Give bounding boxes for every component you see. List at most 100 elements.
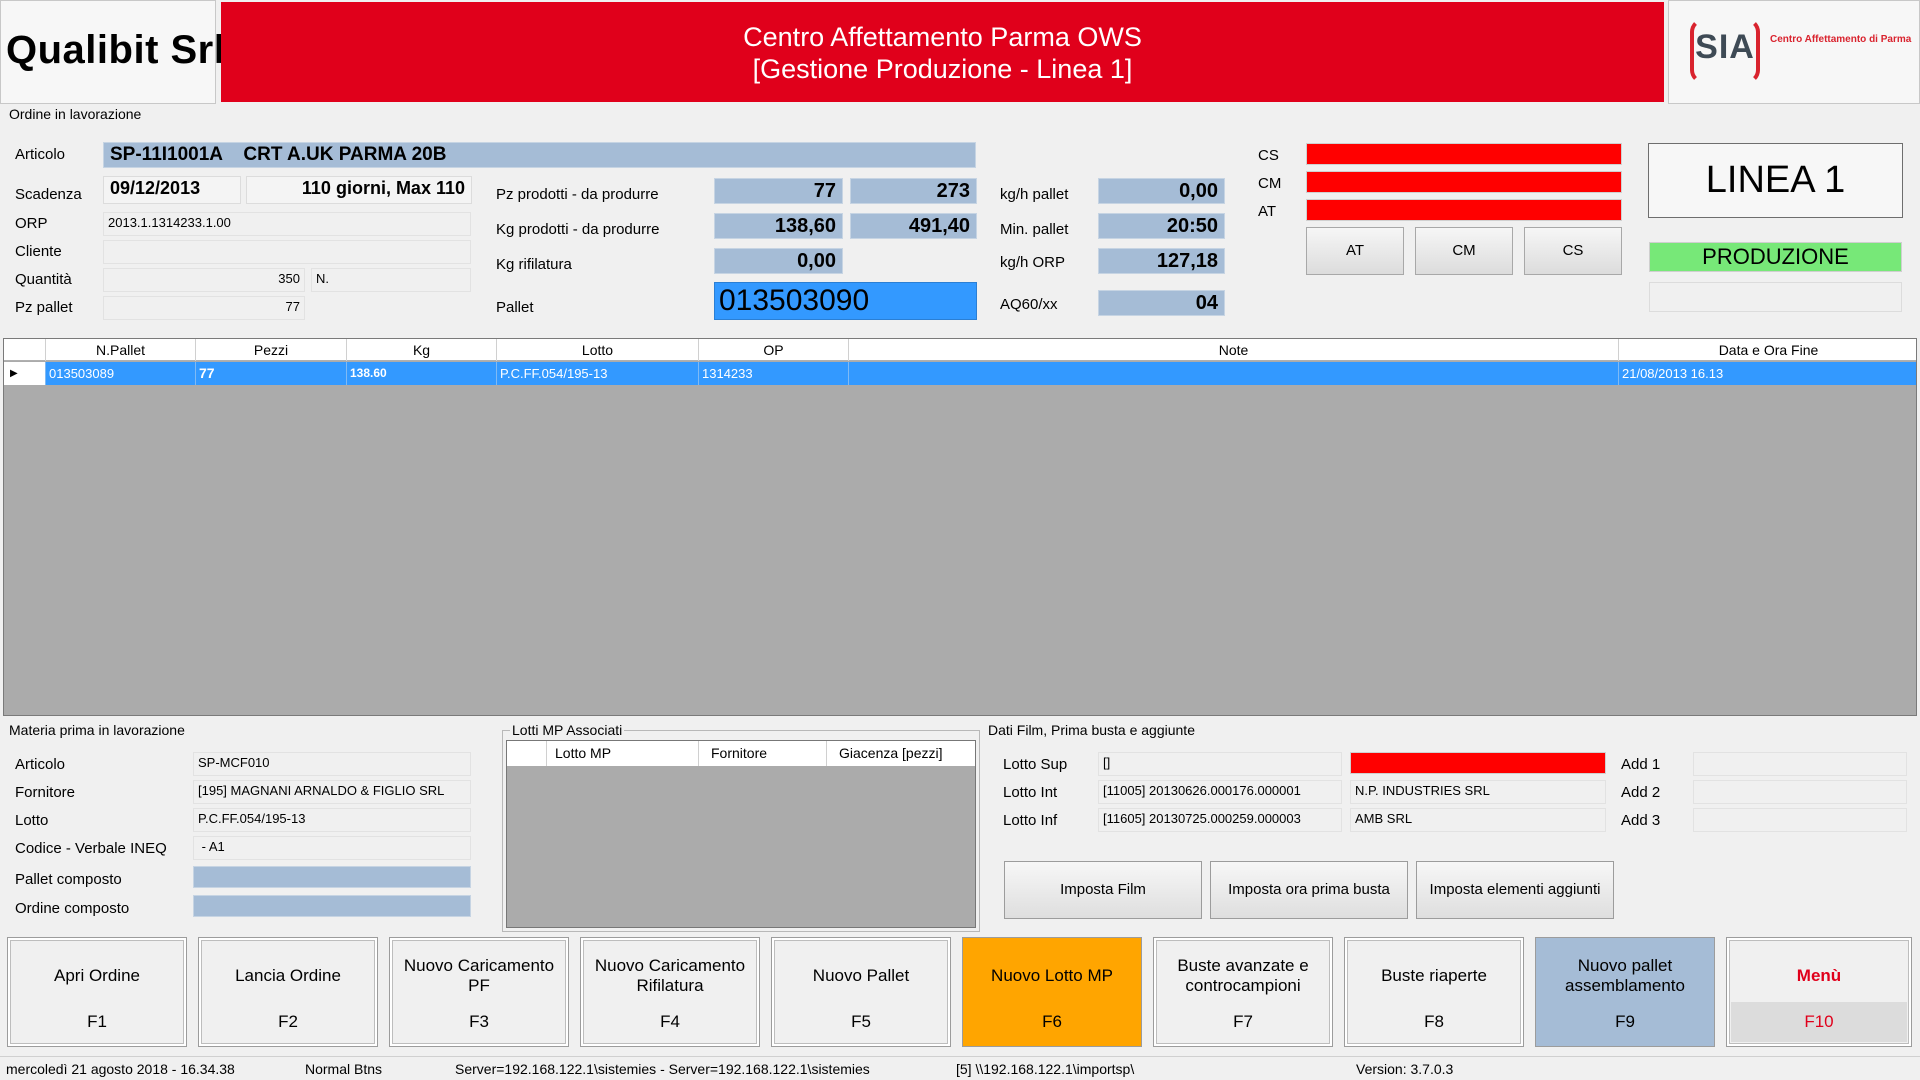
at-alarm-label: AT — [1258, 203, 1277, 220]
banner-title: Centro Affettamento Parma OWS — [743, 22, 1142, 52]
lotti-mp-title: Lotti MP Associati — [510, 722, 625, 738]
nuovo-pallet-assemblamento-f9-button[interactable]: Nuovo pallet assemblamento F9 — [1535, 937, 1715, 1047]
pz-prodotti-field: 77 — [714, 178, 843, 204]
cs-button[interactable]: CS — [1524, 227, 1622, 275]
imposta-ora-prima-busta-button[interactable]: Imposta ora prima busta — [1210, 861, 1408, 919]
col-data-fine[interactable]: Data e Ora Fine — [1718, 342, 1819, 358]
add2-field[interactable] — [1693, 780, 1907, 804]
col-op[interactable]: OP — [699, 339, 849, 361]
pzpallet-label: Pz pallet — [15, 299, 73, 316]
materia-fornitore-field[interactable]: [195] MAGNANI ARNALDO & FIGLIO SRL — [193, 780, 471, 804]
add1-field[interactable] — [1693, 752, 1907, 776]
lotto-int-field[interactable]: [11005] 20130626.000176.000001 — [1098, 780, 1342, 804]
col-kg[interactable]: Kg — [347, 339, 497, 361]
articolo-field[interactable]: SP-11I1001A CRT A.UK PARMA 20B — [103, 142, 976, 168]
nuovo-pallet-f5-button[interactable]: Nuovo Pallet F5 — [771, 937, 951, 1047]
pallet-number-field: 013503090 — [714, 282, 977, 320]
lotto-inf-supplier: AMB SRL — [1350, 808, 1606, 832]
nuovo-lotto-mp-f6-button[interactable]: Nuovo Lotto MP F6 — [962, 937, 1142, 1047]
pallet-grid-header: N.Pallet Pezzi Kg Lotto OP Note Data e O… — [4, 339, 1916, 361]
sia-logo-panel — [1668, 0, 1920, 104]
materia-lotto-field[interactable]: P.C.FF.054/195-13 — [193, 808, 471, 832]
fkey-shortcut: F1 — [87, 1012, 107, 1031]
pallet-grid[interactable]: N.Pallet Pezzi Kg Lotto OP Note Data e O… — [3, 338, 1917, 716]
col-npallet[interactable]: N.Pallet — [46, 339, 196, 361]
sia-logo-subtitle: Centro Affettamento di Parma — [1770, 34, 1912, 45]
table-row[interactable]: ▶ 013503089 77 138.60 P.C.FF.054/195-13 … — [4, 362, 1916, 385]
nuovo-caricamento-rifilatura-f4-button[interactable]: Nuovo Caricamento Rifilatura F4 — [580, 937, 760, 1047]
lotti-mp-corner — [507, 741, 547, 766]
fkey-shortcut: F5 — [851, 1012, 871, 1031]
apri-ordine-f1-button[interactable]: Apri Ordine F1 — [7, 937, 187, 1047]
col-pezzi[interactable]: Pezzi — [196, 339, 347, 361]
cliente-field[interactable] — [103, 240, 471, 264]
lotti-mp-group — [502, 730, 980, 932]
fkey-label: Nuovo pallet assemblamento — [1564, 956, 1685, 995]
fkey-label: Nuovo Pallet — [812, 966, 910, 985]
aq-field: 04 — [1098, 290, 1225, 316]
cm-button[interactable]: CM — [1415, 227, 1513, 275]
at-button[interactable]: AT — [1306, 227, 1404, 275]
add3-field[interactable] — [1693, 808, 1907, 832]
cell-op: 1314233 — [699, 362, 849, 385]
imposta-elementi-aggiunti-button[interactable]: Imposta elementi aggiunti — [1416, 861, 1614, 919]
col-note[interactable]: Note — [849, 339, 1619, 361]
kgh-orp-label: kg/h ORP — [1000, 254, 1066, 271]
min-pallet-label: Min. pallet — [1000, 221, 1069, 238]
fkey-label: Nuovo Caricamento PF — [403, 956, 555, 995]
kgh-pallet-field: 0,00 — [1098, 178, 1225, 204]
materia-section-title: Materia prima in lavorazione — [9, 722, 185, 738]
nuovo-caricamento-pf-f3-button[interactable]: Nuovo Caricamento PF F3 — [389, 937, 569, 1047]
fkey-label: Nuovo Caricamento Rifilatura — [594, 956, 746, 995]
row-header-corner — [4, 339, 46, 361]
pallet-label: Pallet — [496, 299, 534, 316]
cell-lotto: P.C.FF.054/195-13 — [497, 362, 699, 385]
kg-da-produrre-field: 491,40 — [850, 213, 977, 239]
lotto-sup-field[interactable]: [] — [1098, 752, 1342, 776]
pallet-composto-field — [193, 866, 471, 888]
pz-label: Pz prodotti - da produrre — [496, 186, 659, 203]
col-giacenza[interactable]: Giacenza [pezzi] — [839, 745, 943, 761]
fkey-label: Menù — [1796, 966, 1842, 985]
fkey-label: Buste avanzate e controcampioni — [1177, 956, 1309, 995]
line-name: LINEA 1 — [1648, 143, 1903, 218]
quantita-unit: N. — [311, 268, 471, 292]
imposta-film-button[interactable]: Imposta Film — [1004, 861, 1202, 919]
lotti-mp-grid[interactable]: Lotto MP Fornitore Giacenza [pezzi] — [506, 740, 976, 928]
quantita-field[interactable]: 350 — [103, 268, 305, 292]
lotto-inf-field[interactable]: [11605] 20130725.000259.000003 — [1098, 808, 1342, 832]
orp-field[interactable]: 2013.1.1314233.1.00 — [103, 212, 471, 236]
scadenza-field[interactable]: 09/12/2013 — [103, 176, 241, 204]
company-logo-panel — [0, 0, 216, 104]
codice-verbale-field[interactable]: - A1 — [193, 836, 471, 860]
articolo-label: Articolo — [15, 146, 66, 163]
fkey-label: Nuovo Lotto MP — [991, 966, 1113, 985]
status-server: Server=192.168.122.1\sistemies - Server=… — [455, 1061, 870, 1077]
col-fornitore[interactable]: Fornitore — [699, 741, 827, 766]
kg-label: Kg prodotti - da produrre — [496, 221, 660, 238]
order-section-title: Ordine in lavorazione — [9, 106, 142, 122]
kgh-orp-field: 127,18 — [1098, 248, 1225, 274]
lotto-sup-alarm-bar — [1350, 752, 1606, 774]
col-lotto[interactable]: Lotto — [497, 339, 699, 361]
banner-subtitle: [Gestione Produzione - Linea 1] — [752, 54, 1133, 84]
buste-riaperte-f8-button[interactable]: Buste riaperte F8 — [1344, 937, 1524, 1047]
fkey-label: Lancia Ordine — [235, 966, 341, 985]
materia-articolo-field[interactable]: SP-MCF010 — [193, 752, 471, 776]
pzpallet-field[interactable]: 77 — [103, 296, 305, 320]
fkey-shortcut: F6 — [1042, 1012, 1062, 1031]
cs-alarm-label: CS — [1258, 147, 1279, 164]
menu-f10-button[interactable]: Menù F10 — [1726, 937, 1912, 1047]
add1-label: Add 1 — [1621, 756, 1661, 773]
lotto-int-supplier: N.P. INDUSTRIES SRL — [1350, 780, 1606, 804]
col-lotto-mp[interactable]: Lotto MP — [547, 741, 699, 766]
lotti-mp-header: Lotto MP Fornitore Giacenza [pezzi] — [507, 741, 975, 766]
codice-verbale-label: Codice - Verbale INEQ — [15, 840, 167, 857]
cell-kg: 138.60 — [347, 362, 497, 385]
lancia-ordine-f2-button[interactable]: Lancia Ordine F2 — [198, 937, 378, 1047]
fkey-shortcut: F8 — [1424, 1012, 1444, 1031]
buste-avanzate-f7-button[interactable]: Buste avanzate e controcampioni F7 — [1153, 937, 1333, 1047]
quantita-label: Quantità — [15, 271, 72, 288]
lotto-sup-label: Lotto Sup — [1003, 756, 1068, 773]
cell-data-fine: 21/08/2013 16.13 — [1622, 366, 1724, 381]
